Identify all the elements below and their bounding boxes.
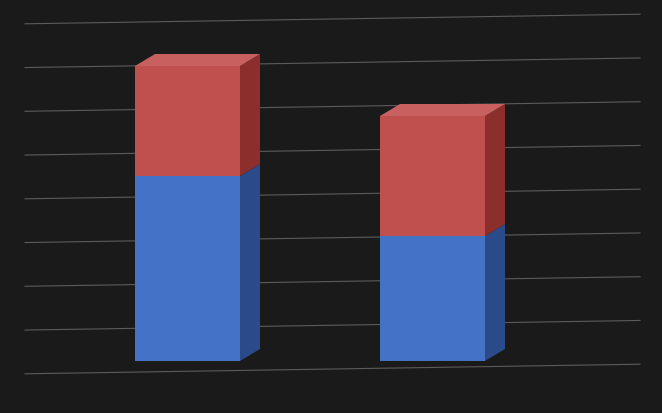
Polygon shape (135, 55, 260, 67)
Polygon shape (485, 105, 505, 236)
Polygon shape (240, 165, 260, 361)
Polygon shape (135, 177, 240, 361)
Polygon shape (380, 117, 485, 236)
Polygon shape (485, 224, 505, 361)
Polygon shape (135, 67, 240, 177)
Polygon shape (240, 55, 260, 177)
Polygon shape (380, 236, 485, 361)
Polygon shape (380, 105, 505, 117)
